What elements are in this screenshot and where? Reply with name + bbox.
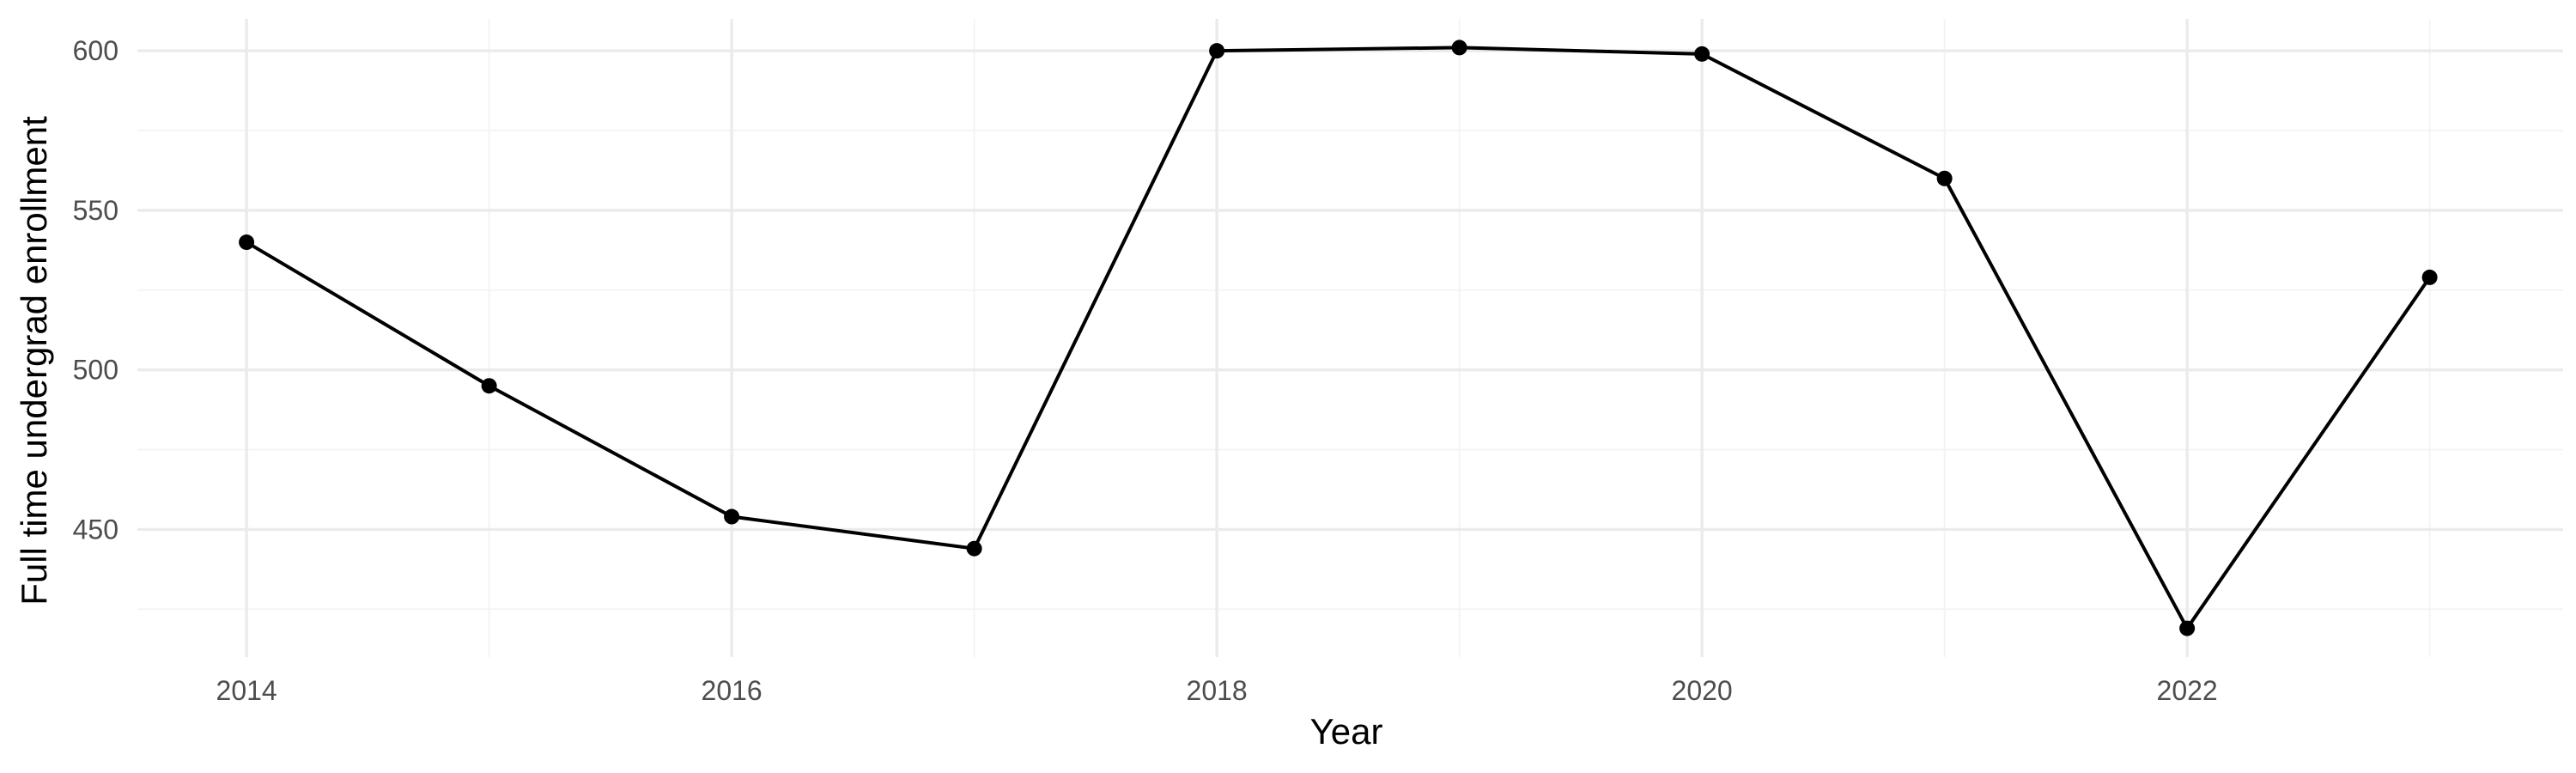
x-tick-label-2018: 2018: [1187, 675, 1248, 706]
series-line-0: [246, 46, 2432, 630]
x-tick-label-2014: 2014: [216, 675, 277, 706]
y-tick-label-500: 500: [73, 355, 118, 386]
data-point-2016: [724, 508, 740, 525]
x-tick-label-2020: 2020: [1672, 675, 1733, 706]
y-axis-title: Full time undergrad enrollment: [14, 116, 54, 606]
data-point-2020: [1694, 46, 1710, 62]
data-point-2023: [2421, 269, 2438, 285]
data-point-2014: [239, 234, 255, 251]
x-axis-title: Year: [1310, 711, 1383, 752]
x-tick-label-2022: 2022: [2157, 675, 2218, 706]
x-axis-tick-labels: 2014 2016 2018 2020 2022: [216, 675, 2218, 706]
data-point-2017: [966, 540, 982, 557]
x-tick-label-2016: 2016: [702, 675, 762, 706]
data-point-2019: [1451, 40, 1467, 56]
data-point-2022: [2179, 620, 2196, 636]
data-point-2015: [481, 378, 497, 394]
major-gridlines: [137, 19, 2563, 657]
series-layer: [239, 40, 2438, 636]
minor-gridlines: [137, 19, 2563, 657]
y-tick-label-600: 600: [73, 35, 118, 66]
data-point-2021: [1936, 170, 1953, 186]
data-point-2018: [1209, 43, 1225, 59]
y-tick-label-450: 450: [73, 514, 118, 545]
y-axis-tick-labels: 450 500 550 600: [73, 35, 118, 545]
y-tick-label-550: 550: [73, 195, 118, 226]
